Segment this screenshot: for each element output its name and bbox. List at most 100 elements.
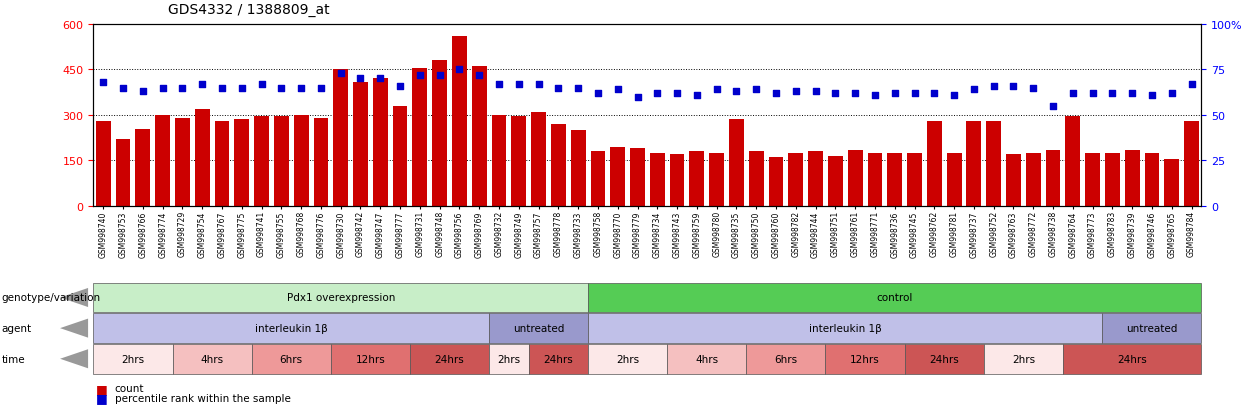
Bar bbox=[334, 70, 349, 206]
Point bbox=[667, 90, 687, 97]
Bar bbox=[590, 152, 605, 206]
Bar bbox=[532, 113, 547, 206]
Bar bbox=[926, 122, 941, 206]
Point bbox=[727, 89, 747, 95]
Bar bbox=[156, 116, 171, 206]
Text: Pdx1 overexpression: Pdx1 overexpression bbox=[286, 293, 395, 303]
Bar bbox=[274, 117, 289, 206]
Point bbox=[806, 89, 825, 95]
Bar bbox=[96, 122, 111, 206]
Bar bbox=[234, 120, 249, 206]
Point bbox=[1083, 90, 1103, 97]
Bar bbox=[908, 154, 923, 206]
Bar bbox=[1046, 150, 1061, 206]
Point bbox=[370, 76, 390, 83]
Text: ■: ■ bbox=[96, 382, 107, 395]
Bar bbox=[1086, 154, 1101, 206]
Bar bbox=[552, 125, 565, 206]
Bar bbox=[1026, 154, 1041, 206]
Point bbox=[924, 90, 944, 97]
Text: 2hrs: 2hrs bbox=[1012, 354, 1035, 364]
Polygon shape bbox=[60, 288, 88, 307]
Bar bbox=[176, 119, 189, 206]
Bar bbox=[314, 119, 329, 206]
Point bbox=[1162, 90, 1182, 97]
Bar bbox=[828, 157, 843, 206]
Bar bbox=[1144, 154, 1159, 206]
Text: 24hrs: 24hrs bbox=[1117, 354, 1147, 364]
Text: 2hrs: 2hrs bbox=[616, 354, 639, 364]
Text: 24hrs: 24hrs bbox=[435, 354, 464, 364]
Text: percentile rank within the sample: percentile rank within the sample bbox=[115, 393, 290, 403]
Bar bbox=[1184, 122, 1199, 206]
Text: genotype/variation: genotype/variation bbox=[1, 293, 101, 303]
Text: ■: ■ bbox=[96, 391, 107, 404]
Point bbox=[608, 87, 627, 93]
Bar bbox=[768, 158, 783, 206]
Bar bbox=[1124, 150, 1139, 206]
Text: control: control bbox=[876, 293, 913, 303]
Bar bbox=[1164, 159, 1179, 206]
Text: interleukin 1β: interleukin 1β bbox=[809, 323, 881, 333]
Point bbox=[1142, 93, 1162, 99]
Text: 2hrs: 2hrs bbox=[121, 354, 144, 364]
Point bbox=[192, 81, 212, 88]
Bar bbox=[670, 155, 685, 206]
Point bbox=[93, 80, 113, 86]
Point bbox=[232, 85, 251, 92]
Bar bbox=[254, 117, 269, 206]
Point bbox=[568, 85, 588, 92]
Bar bbox=[730, 120, 743, 206]
Bar bbox=[116, 140, 131, 206]
Point bbox=[1003, 83, 1023, 90]
Bar bbox=[1106, 154, 1119, 206]
Point bbox=[984, 83, 1003, 90]
Point bbox=[766, 90, 786, 97]
Bar bbox=[412, 69, 427, 206]
Point bbox=[1043, 103, 1063, 110]
Bar bbox=[946, 154, 961, 206]
Text: 6hrs: 6hrs bbox=[774, 354, 798, 364]
Text: 24hrs: 24hrs bbox=[929, 354, 959, 364]
Point bbox=[1122, 90, 1142, 97]
Text: untreated: untreated bbox=[1127, 323, 1178, 333]
Text: interleukin 1β: interleukin 1β bbox=[255, 323, 327, 333]
Text: 4hrs: 4hrs bbox=[200, 354, 224, 364]
Point bbox=[390, 83, 410, 90]
Bar bbox=[372, 79, 387, 206]
Point bbox=[173, 85, 193, 92]
Bar bbox=[194, 109, 209, 206]
Point bbox=[291, 85, 311, 92]
Point bbox=[251, 81, 271, 88]
Bar bbox=[570, 131, 585, 206]
Point bbox=[410, 72, 430, 79]
Bar bbox=[512, 117, 527, 206]
Text: 12hrs: 12hrs bbox=[356, 354, 385, 364]
Text: untreated: untreated bbox=[513, 323, 564, 333]
Point bbox=[529, 81, 549, 88]
Bar bbox=[690, 152, 705, 206]
Point bbox=[311, 85, 331, 92]
Point bbox=[212, 85, 232, 92]
Polygon shape bbox=[60, 319, 88, 338]
Point bbox=[449, 67, 469, 74]
Bar bbox=[986, 122, 1001, 206]
Point bbox=[647, 90, 667, 97]
Bar bbox=[492, 116, 507, 206]
Bar bbox=[868, 154, 883, 206]
Point bbox=[489, 81, 509, 88]
Point bbox=[786, 89, 806, 95]
Text: 12hrs: 12hrs bbox=[850, 354, 880, 364]
Text: 4hrs: 4hrs bbox=[695, 354, 718, 364]
Point bbox=[1063, 90, 1083, 97]
Point bbox=[113, 85, 133, 92]
Point bbox=[351, 76, 371, 83]
Point bbox=[964, 87, 984, 93]
Bar bbox=[710, 154, 725, 206]
Bar bbox=[888, 154, 903, 206]
Point bbox=[845, 90, 865, 97]
Point bbox=[707, 87, 727, 93]
Bar bbox=[808, 152, 823, 206]
Bar bbox=[610, 147, 625, 206]
Text: count: count bbox=[115, 383, 144, 393]
